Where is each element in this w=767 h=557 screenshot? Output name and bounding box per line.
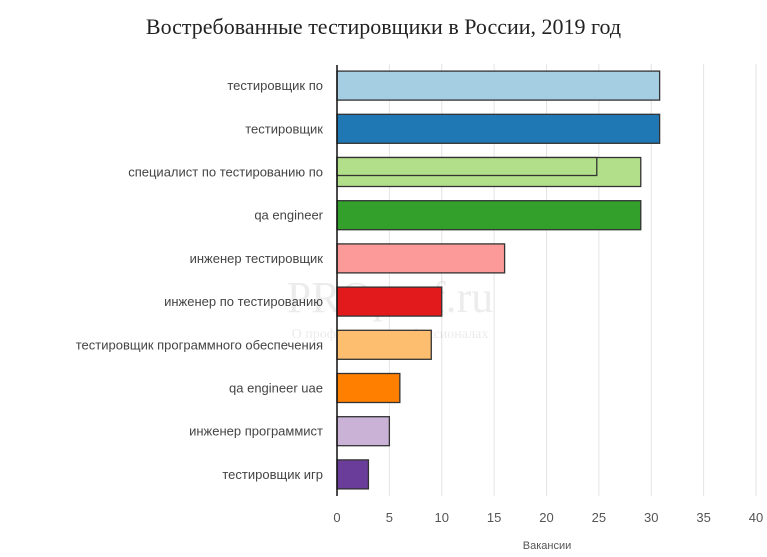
bar [336, 70, 661, 101]
category-label: тестировщик [245, 121, 323, 136]
category-labels: тестировщик по тестировщик специалист по т… [76, 78, 324, 482]
x-tick-label: 25 [592, 510, 606, 525]
category-label: тестировщик программного обеспечения [76, 337, 323, 352]
x-tick-label: 35 [696, 510, 710, 525]
x-tick-label: 5 [386, 510, 393, 525]
bar [336, 459, 370, 490]
bars [336, 70, 661, 490]
bar [336, 243, 506, 274]
bar-overlay [336, 156, 598, 177]
x-tick-label: 20 [539, 510, 553, 525]
x-axis-title: Вакансии [523, 540, 572, 552]
category-label: qa engineer uae [229, 381, 323, 396]
chart-title: Востребованные тестировщики в России, 20… [145, 14, 622, 39]
category-label: тестировщик по [227, 78, 323, 93]
x-tick-label: 40 [749, 510, 763, 525]
category-label: тестировщик игр [222, 467, 323, 482]
x-tick-label: 0 [333, 510, 340, 525]
category-label: инженер программист [189, 424, 323, 439]
x-tick-label: 30 [644, 510, 658, 525]
x-tick-label: 15 [487, 510, 501, 525]
bar [336, 113, 661, 144]
category-label: инженер по тестированию [164, 294, 323, 309]
bar [336, 200, 642, 231]
x-tick-labels: 0 5 10 15 20 25 30 35 40 [333, 510, 763, 525]
category-label: инженер тестировщик [190, 251, 324, 266]
category-label: qa engineer [254, 208, 323, 223]
bar [336, 416, 391, 447]
bar [336, 372, 401, 404]
bar [336, 286, 443, 317]
category-label: специалист по тестированию по [128, 165, 323, 180]
x-tick-label: 10 [435, 510, 449, 525]
bar [336, 329, 432, 360]
